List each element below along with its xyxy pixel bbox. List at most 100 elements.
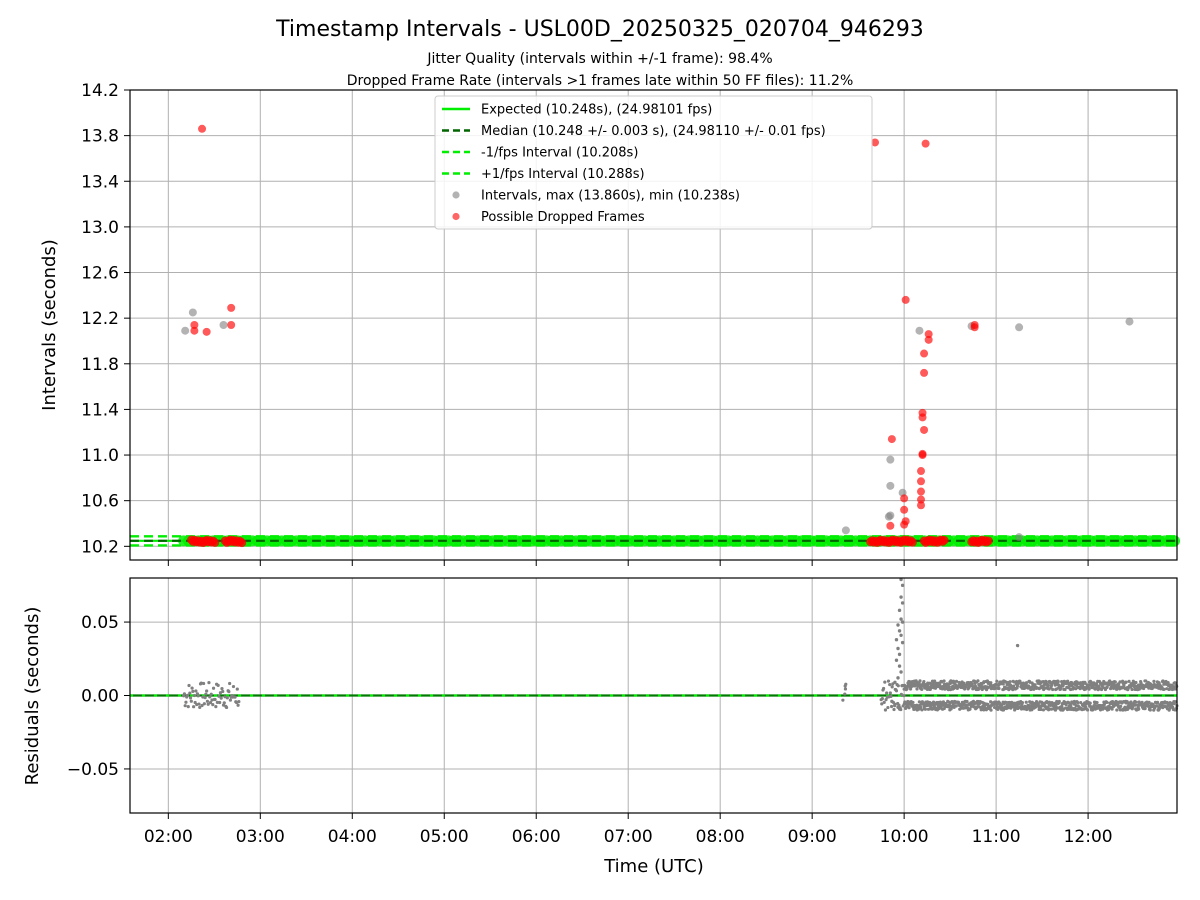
- dropped-frame-point: [924, 330, 933, 339]
- residual-point: [1033, 683, 1037, 687]
- residual-point: [892, 707, 896, 712]
- residual-point: [844, 682, 848, 686]
- dropped-frame-point: [227, 303, 236, 312]
- y-tick-label: 14.2: [81, 81, 119, 101]
- legend-swatch: [452, 212, 460, 221]
- residual-point: [205, 689, 209, 693]
- jitter-subtitle: Jitter Quality (intervals within +/-1 fr…: [426, 51, 772, 67]
- dropped-frame-point: [920, 349, 929, 358]
- dropped-frame-subtitle: Dropped Frame Rate (intervals >1 frames …: [347, 73, 854, 89]
- residual-point: [1152, 679, 1156, 683]
- interval-point: [1015, 533, 1024, 542]
- figure-title: Timestamp Intervals - USL00D_20250325_02…: [275, 17, 924, 42]
- dropped-frame-point: [984, 536, 993, 546]
- residual-outlier-point: [899, 595, 903, 599]
- dropped-frame-point: [916, 501, 925, 510]
- residual-point: [976, 679, 980, 683]
- dropped-frame-point: [916, 467, 925, 476]
- residual-point: [187, 683, 191, 688]
- dropped-frame-point: [970, 323, 979, 332]
- residual-point: [183, 704, 187, 708]
- residual-outlier-point: [900, 583, 905, 588]
- residual-point: [1081, 683, 1085, 687]
- dropped-frame-point: [924, 335, 933, 344]
- residual-point: [883, 680, 887, 684]
- residual-outlier-point: [1015, 643, 1020, 648]
- residual-point: [913, 684, 917, 688]
- residual-point: [215, 700, 219, 705]
- residual-outlier-point: [893, 702, 897, 707]
- residual-point: [880, 697, 884, 701]
- residual-point: [941, 700, 946, 704]
- residual-point: [228, 681, 232, 686]
- residual-outlier-point: [899, 617, 903, 621]
- x-tick-label: 02:00: [144, 827, 193, 847]
- legend-swatch: [452, 191, 460, 199]
- residual-point: [198, 705, 202, 709]
- dropped-frame-point: [920, 368, 929, 377]
- residual-point: [192, 705, 196, 709]
- residual-point: [899, 692, 903, 697]
- residual-point: [197, 702, 201, 706]
- legend-label: Intervals, max (13.860s), min (10.238s): [481, 189, 740, 204]
- residual-point: [1008, 680, 1012, 684]
- y-tick-label: 0.00: [81, 687, 119, 707]
- residual-point: [993, 686, 997, 690]
- x-tick-label: 05:00: [420, 827, 469, 847]
- dropped-frame-point: [918, 413, 927, 422]
- residual-outlier-point: [899, 670, 903, 674]
- residual-point: [188, 696, 193, 700]
- residual-outlier-point: [897, 652, 902, 657]
- residuals-plot: −0.05 0.00 0.05 02:00 03:00 04:00 05:00 06:00 0…: [22, 577, 1179, 877]
- residual-point: [184, 700, 188, 704]
- interval-point: [915, 326, 924, 335]
- dropped-frame-point: [900, 494, 909, 503]
- residual-point: [1113, 680, 1117, 684]
- residual-point: [962, 681, 966, 685]
- dropped-frame-point: [871, 138, 880, 147]
- interval-point: [1125, 317, 1134, 326]
- residual-point: [894, 689, 899, 693]
- residual-point: [1134, 700, 1138, 704]
- y-tick-label: 13.8: [81, 127, 119, 147]
- residual-point: [911, 700, 915, 705]
- residual-point: [1024, 700, 1028, 704]
- y-tick-label: 11.8: [81, 355, 119, 375]
- residual-point: [1063, 687, 1067, 692]
- residual-point: [214, 705, 218, 709]
- dropped-frame-point: [920, 425, 929, 434]
- legend-label: Expected (10.248s), (24.98101 fps): [481, 103, 712, 118]
- residual-point: [1127, 679, 1131, 684]
- residual-outlier-point: [896, 623, 900, 627]
- residual-point: [1007, 687, 1011, 692]
- residual-point: [1029, 687, 1033, 692]
- residual-point: [236, 703, 240, 707]
- residual-point: [1055, 706, 1059, 710]
- dropped-frame-point: [202, 327, 211, 336]
- residual-point: [1144, 679, 1148, 683]
- residual-outlier-point: [897, 608, 902, 613]
- residual-point: [1069, 704, 1073, 709]
- residual-point: [1049, 707, 1054, 711]
- residual-point: [890, 685, 894, 689]
- residual-point: [1060, 704, 1064, 708]
- residual-point: [882, 700, 886, 704]
- residual-point: [922, 680, 926, 684]
- residual-outlier-point: [900, 601, 905, 605]
- residual-point: [888, 691, 892, 695]
- residual-point: [1024, 681, 1029, 685]
- residual-outlier-point: [893, 680, 897, 684]
- residuals-y-axis-label: Residuals (seconds): [22, 607, 43, 786]
- dropped-frame-point: [916, 487, 925, 496]
- residual-outlier-point: [900, 640, 905, 645]
- residual-point: [191, 689, 195, 693]
- residual-outlier-point: [896, 646, 900, 651]
- residual-point: [217, 694, 221, 698]
- residual-point: [954, 679, 959, 683]
- x-axis-label: Time (UTC): [603, 856, 704, 877]
- residual-point: [186, 705, 190, 709]
- residual-point: [880, 702, 884, 706]
- residual-point: [1165, 700, 1169, 705]
- residual-point: [190, 686, 194, 690]
- residual-point: [920, 687, 924, 692]
